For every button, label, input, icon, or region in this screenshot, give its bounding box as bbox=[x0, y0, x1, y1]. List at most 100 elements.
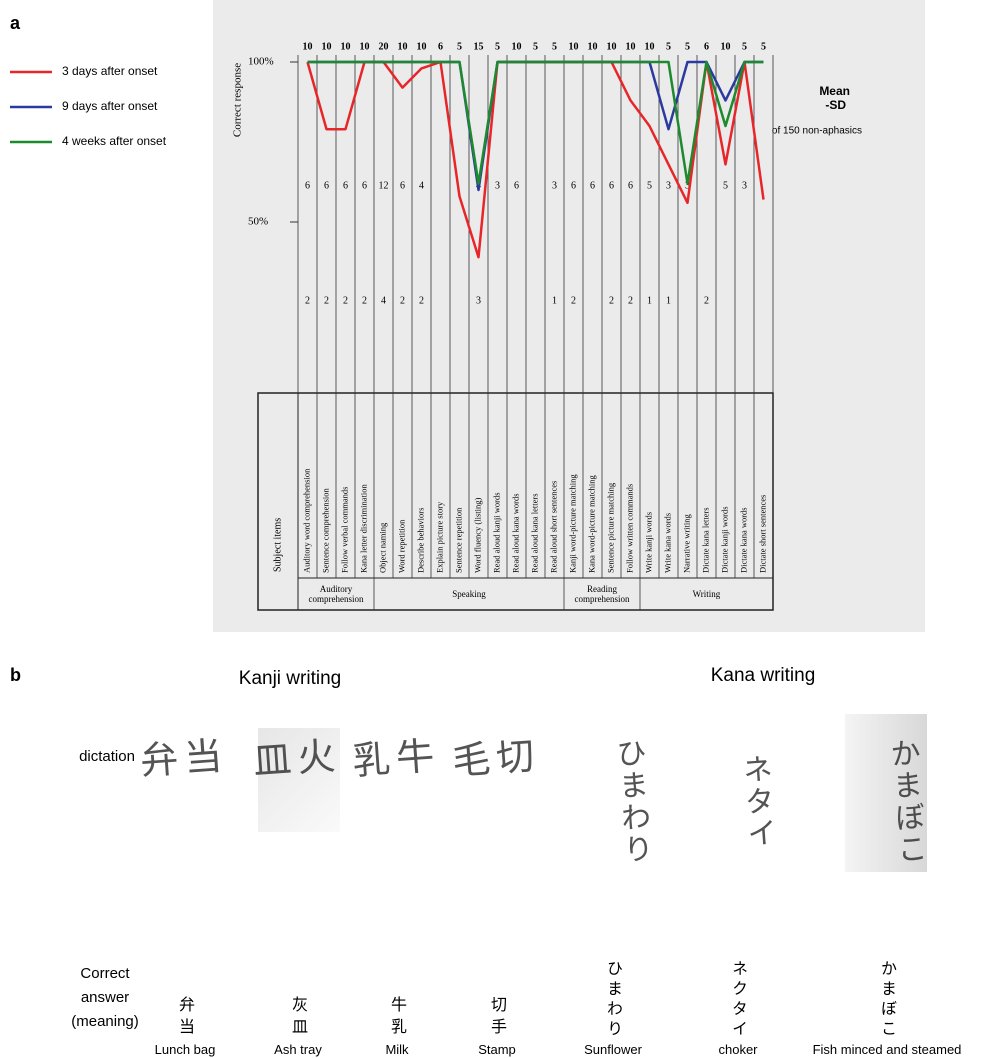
scan-background bbox=[213, 0, 925, 632]
mid-score: 3 bbox=[742, 180, 747, 191]
full-score: 5 bbox=[761, 41, 766, 52]
full-score: 10 bbox=[569, 41, 579, 52]
group-label: Speaking bbox=[452, 589, 486, 599]
category-label: Write kanji words bbox=[643, 512, 653, 573]
legend-label: 9 days after onset bbox=[62, 99, 158, 113]
full-score: 10 bbox=[303, 41, 313, 52]
low-score: 2 bbox=[419, 295, 424, 306]
correct-answer: ひまわり bbox=[604, 960, 623, 1040]
low-score: 2 bbox=[628, 295, 633, 306]
legend-label: 3 days after onset bbox=[62, 64, 158, 78]
handwriting: 牛乳 bbox=[344, 735, 438, 820]
answer-label-line: answer bbox=[80, 989, 130, 1006]
mid-score: 6 bbox=[628, 180, 633, 191]
mid-score: 4 bbox=[419, 180, 424, 191]
correct-answer: かまぼこ bbox=[878, 960, 897, 1040]
category-label: Read aloud kana words bbox=[510, 493, 520, 573]
mid-score: 6 bbox=[514, 180, 519, 191]
mid-score: 6 bbox=[343, 180, 348, 191]
legend-label: 4 weeks after onset bbox=[62, 134, 167, 148]
category-label: Explain picture story bbox=[434, 501, 444, 573]
handwriting: 切毛 bbox=[444, 735, 538, 820]
category-label: Dictate kana words bbox=[738, 507, 748, 573]
full-score: 5 bbox=[742, 41, 747, 52]
mid-score: 6 bbox=[400, 180, 405, 191]
y-axis-label: Correct response bbox=[232, 63, 244, 137]
mid-score: 5 bbox=[647, 180, 652, 191]
handwriting: かまぼこ bbox=[883, 736, 928, 867]
category-label: Sentence repetition bbox=[453, 507, 463, 573]
full-score: 10 bbox=[322, 41, 332, 52]
low-score: 4 bbox=[381, 295, 386, 306]
mid-score: 3 bbox=[552, 180, 557, 191]
mid-score: 6 bbox=[324, 180, 329, 191]
mid-score: 6 bbox=[305, 180, 310, 191]
meaning: Fish minced and steamed bbox=[812, 1042, 962, 1057]
low-score: 2 bbox=[305, 295, 310, 306]
mid-score: 5 bbox=[723, 180, 728, 191]
category-label: Follow verbal commands bbox=[339, 487, 349, 573]
category-label: Kanji word-picture matching bbox=[567, 474, 577, 573]
category-label: Narrative writing bbox=[681, 513, 691, 573]
series-line bbox=[307, 60, 764, 185]
low-score: 2 bbox=[362, 295, 367, 306]
low-score: 2 bbox=[343, 295, 348, 306]
low-score: 2 bbox=[324, 295, 329, 306]
full-score: 10 bbox=[588, 41, 598, 52]
group-label: Auditory comprehension bbox=[308, 584, 364, 604]
full-score: 6 bbox=[438, 41, 443, 52]
meaning: Lunch bag bbox=[154, 1042, 216, 1057]
row-label: dictation bbox=[79, 748, 135, 765]
full-score: 5 bbox=[457, 41, 462, 52]
correct-answer: 灰皿 bbox=[289, 996, 308, 1040]
full-score: 15 bbox=[474, 41, 484, 52]
category-label: Word fluency (listing) bbox=[472, 498, 482, 573]
sample-background bbox=[258, 728, 340, 832]
category-label: Kana letter discrimination bbox=[358, 484, 368, 573]
correct-answer: 切手 bbox=[488, 996, 507, 1040]
full-score: 10 bbox=[721, 41, 731, 52]
low-score: 1 bbox=[666, 295, 671, 306]
chart: a Correct response Mean -SD of 150 non-a… bbox=[10, 0, 925, 632]
category-label: Sentence comprehension bbox=[320, 488, 330, 573]
full-score: 10 bbox=[626, 41, 636, 52]
category-label: Describe behaviors bbox=[415, 508, 425, 573]
category-label: Read aloud short sentences bbox=[548, 481, 558, 573]
mid-score: 6 bbox=[590, 180, 595, 191]
full-score: 5 bbox=[685, 41, 690, 52]
low-score: 3 bbox=[476, 295, 481, 306]
category-label: Read aloud kanji words bbox=[491, 493, 501, 574]
category-label: Word repetition bbox=[396, 519, 406, 573]
category-label: Kana word-picture matching bbox=[586, 475, 596, 573]
full-score: 10 bbox=[607, 41, 617, 52]
sample-background bbox=[845, 714, 927, 872]
mid-score: 6 bbox=[362, 180, 367, 191]
full-score: 10 bbox=[341, 41, 351, 52]
mid-score: 3 bbox=[666, 180, 671, 191]
low-score: 1 bbox=[647, 295, 652, 306]
reference-measure: -SD bbox=[825, 98, 846, 112]
group-label: Reading comprehension bbox=[574, 584, 630, 604]
mid-score: 6 bbox=[571, 180, 576, 191]
category-label: Dictate kanji words bbox=[719, 506, 729, 573]
heading: Kanji writing bbox=[238, 668, 342, 689]
meaning: Stamp bbox=[478, 1042, 516, 1057]
low-score: 2 bbox=[571, 295, 576, 306]
panel-label: b bbox=[10, 665, 21, 685]
category-label: Write kana words bbox=[662, 513, 672, 573]
handwriting: ひまわり bbox=[609, 736, 654, 867]
answer-label-line: Correct bbox=[80, 965, 130, 982]
full-score: 5 bbox=[552, 41, 557, 52]
full-score: 5 bbox=[666, 41, 671, 52]
full-score: 10 bbox=[417, 41, 427, 52]
full-score: 10 bbox=[512, 41, 522, 52]
full-score: 20 bbox=[379, 41, 389, 52]
category-label: Object naming bbox=[377, 522, 387, 573]
table-frame bbox=[257, 392, 774, 611]
low-score: 2 bbox=[609, 295, 614, 306]
correct-answer: 弁当 bbox=[176, 996, 195, 1040]
group-label: Writing bbox=[692, 589, 721, 599]
meaning: choker bbox=[718, 1042, 758, 1057]
full-score: 5 bbox=[533, 41, 538, 52]
